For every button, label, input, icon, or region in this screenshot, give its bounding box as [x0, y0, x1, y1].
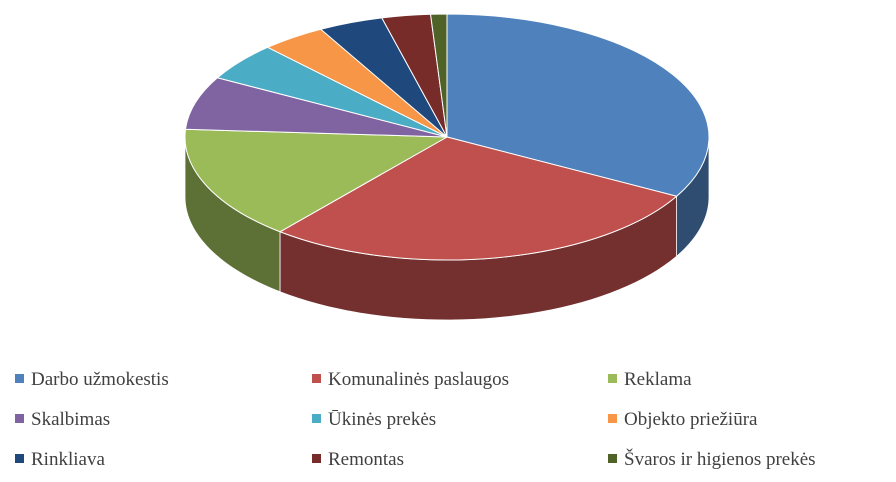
legend-item: Rinkliava: [15, 448, 105, 472]
legend-label: Komunalinės paslaugos: [328, 369, 510, 390]
legend-label: Švaros ir higienos prekės: [624, 449, 816, 470]
legend-label: Rinkliava: [31, 449, 105, 470]
legend-label: Remontas: [328, 449, 404, 470]
legend-swatch: [312, 414, 321, 423]
legend-swatch: [608, 454, 617, 463]
slice: [429, 13, 448, 138]
legend-swatch: [608, 414, 617, 423]
legend-item: Švaros ir higienos prekės: [608, 448, 816, 472]
slice: [184, 77, 448, 138]
slice: [446, 13, 710, 197]
legend-swatch: [312, 374, 321, 383]
legend-item: Skalbimas: [15, 408, 110, 432]
legend-swatch: [15, 454, 24, 463]
slice: [278, 136, 678, 261]
legend-swatch: [15, 374, 24, 383]
legend-item: Ūkinės prekės: [312, 408, 436, 432]
legend-label: Objekto priežiūra: [624, 409, 758, 430]
legend-item: Komunalinės paslaugos: [312, 368, 509, 392]
legend-swatch: [15, 414, 24, 423]
legend-item: Darbo užmokestis: [15, 368, 169, 392]
legend-swatch: [608, 374, 617, 383]
legend-item: Objekto priežiūra: [608, 408, 757, 432]
slice: [184, 128, 449, 233]
legend-swatch: [312, 454, 321, 463]
pie-area: [184, 13, 710, 321]
legend-item: Remontas: [312, 448, 404, 472]
legend-label: Ūkinės prekės: [328, 409, 437, 430]
legend-label: Reklama: [624, 369, 692, 390]
legend-label: Skalbimas: [31, 409, 111, 430]
legend-label: Darbo užmokestis: [31, 369, 169, 390]
legend-item: Reklama: [608, 368, 692, 392]
